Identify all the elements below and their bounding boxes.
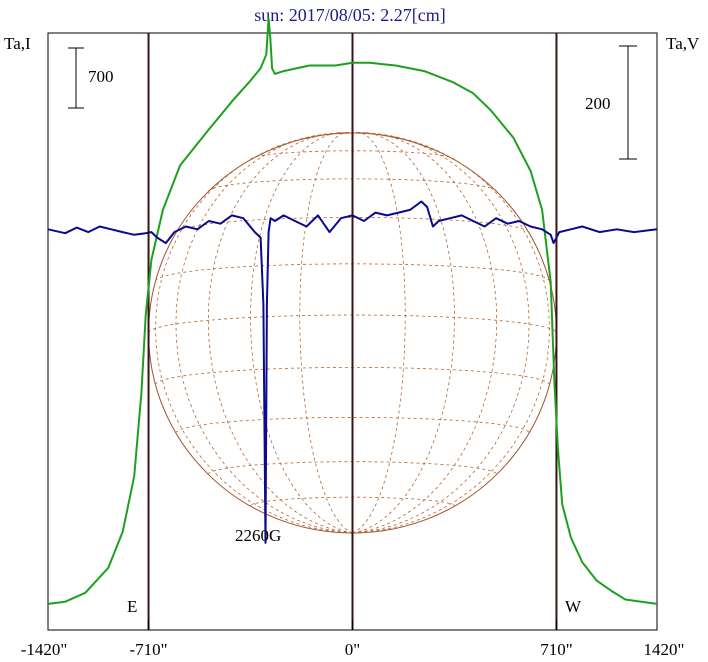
source-label: 2260G	[235, 526, 281, 545]
longitude-line	[352, 131, 406, 534]
series-group	[47, 17, 658, 605]
right-axis-label: Ta,V	[666, 34, 700, 53]
longitude-line	[352, 132, 550, 534]
longitude-line	[299, 131, 353, 534]
longitude-line	[352, 131, 455, 534]
x-axis-ticks: -1420" -710" 0" 710" 1420"	[21, 620, 685, 659]
series-V-line	[47, 200, 658, 544]
east-label: E	[127, 597, 137, 616]
west-label: W	[565, 597, 582, 616]
left-axis-label: Ta,I	[4, 34, 31, 53]
longitude-line	[250, 131, 353, 534]
intensity-scale-label: 700	[88, 67, 114, 86]
longitude-line	[155, 132, 353, 534]
polarization-scale-label: 200	[585, 94, 611, 113]
longitude-line	[207, 132, 353, 534]
longitude-line	[175, 132, 353, 534]
x-tick-label: 1420"	[644, 640, 685, 659]
intensity-scale-bar: 700	[68, 47, 114, 109]
longitude-line	[352, 132, 498, 534]
x-tick-label: -710"	[129, 640, 167, 659]
polarization-scale-bar: 200	[585, 45, 637, 160]
x-tick-label: -1420"	[21, 640, 68, 659]
x-tick-label: 710"	[540, 640, 572, 659]
series-I-line	[47, 17, 658, 605]
longitude-line	[352, 132, 530, 534]
limb-lines	[147, 33, 558, 630]
latitude-line	[175, 416, 530, 434]
chart-title: sun: 2017/08/05: 2.27[cm]	[254, 5, 446, 25]
x-tick-label: 0"	[345, 640, 360, 659]
